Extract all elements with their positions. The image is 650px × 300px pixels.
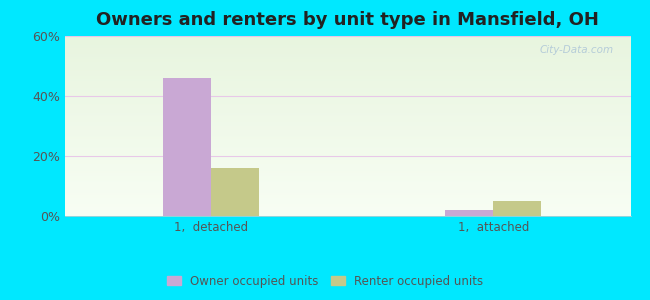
Bar [445, 210, 493, 216]
Bar [493, 201, 541, 216]
Title: Owners and renters by unit type in Mansfield, OH: Owners and renters by unit type in Mansf… [96, 11, 599, 29]
Bar [211, 168, 259, 216]
Legend: Owner occupied units, Renter occupied units: Owner occupied units, Renter occupied un… [163, 271, 487, 291]
Bar [162, 78, 211, 216]
Text: City-Data.com: City-Data.com [540, 45, 614, 55]
